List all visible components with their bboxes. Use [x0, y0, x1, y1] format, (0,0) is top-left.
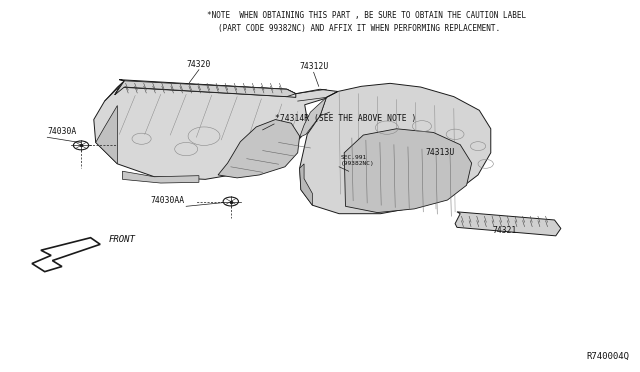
Text: FRONT: FRONT [108, 235, 135, 244]
Polygon shape [300, 83, 491, 214]
Text: 74030A: 74030A [47, 127, 77, 136]
Polygon shape [300, 92, 338, 137]
Polygon shape [104, 81, 124, 101]
Polygon shape [455, 212, 561, 236]
Polygon shape [122, 171, 199, 183]
Polygon shape [115, 81, 296, 97]
Text: 74320: 74320 [187, 60, 211, 68]
Text: 74030AA: 74030AA [151, 196, 185, 205]
Polygon shape [218, 119, 300, 178]
Polygon shape [115, 80, 296, 97]
Text: *NOTE  WHEN OBTAINING THIS PART , BE SURE TO OBTAIN THE CAUTION LABEL: *NOTE WHEN OBTAINING THIS PART , BE SURE… [207, 11, 525, 20]
Polygon shape [32, 238, 100, 272]
Text: 74313U: 74313U [425, 148, 454, 157]
Text: 74312U: 74312U [299, 62, 328, 71]
Text: (PART CODE 99382NC) AND AFFIX IT WHEN PERFORMING REPLACEMENT.: (PART CODE 99382NC) AND AFFIX IT WHEN PE… [218, 23, 500, 32]
Polygon shape [344, 129, 472, 212]
Text: 74321: 74321 [492, 226, 516, 235]
Text: R740004Q: R740004Q [586, 352, 629, 361]
Text: *74314R (SEE THE ABOVE NOTE ): *74314R (SEE THE ABOVE NOTE ) [275, 114, 417, 123]
Text: SEC.991
(99382NC): SEC.991 (99382NC) [340, 155, 374, 166]
Polygon shape [300, 164, 312, 205]
Polygon shape [96, 106, 117, 164]
Polygon shape [94, 81, 338, 179]
